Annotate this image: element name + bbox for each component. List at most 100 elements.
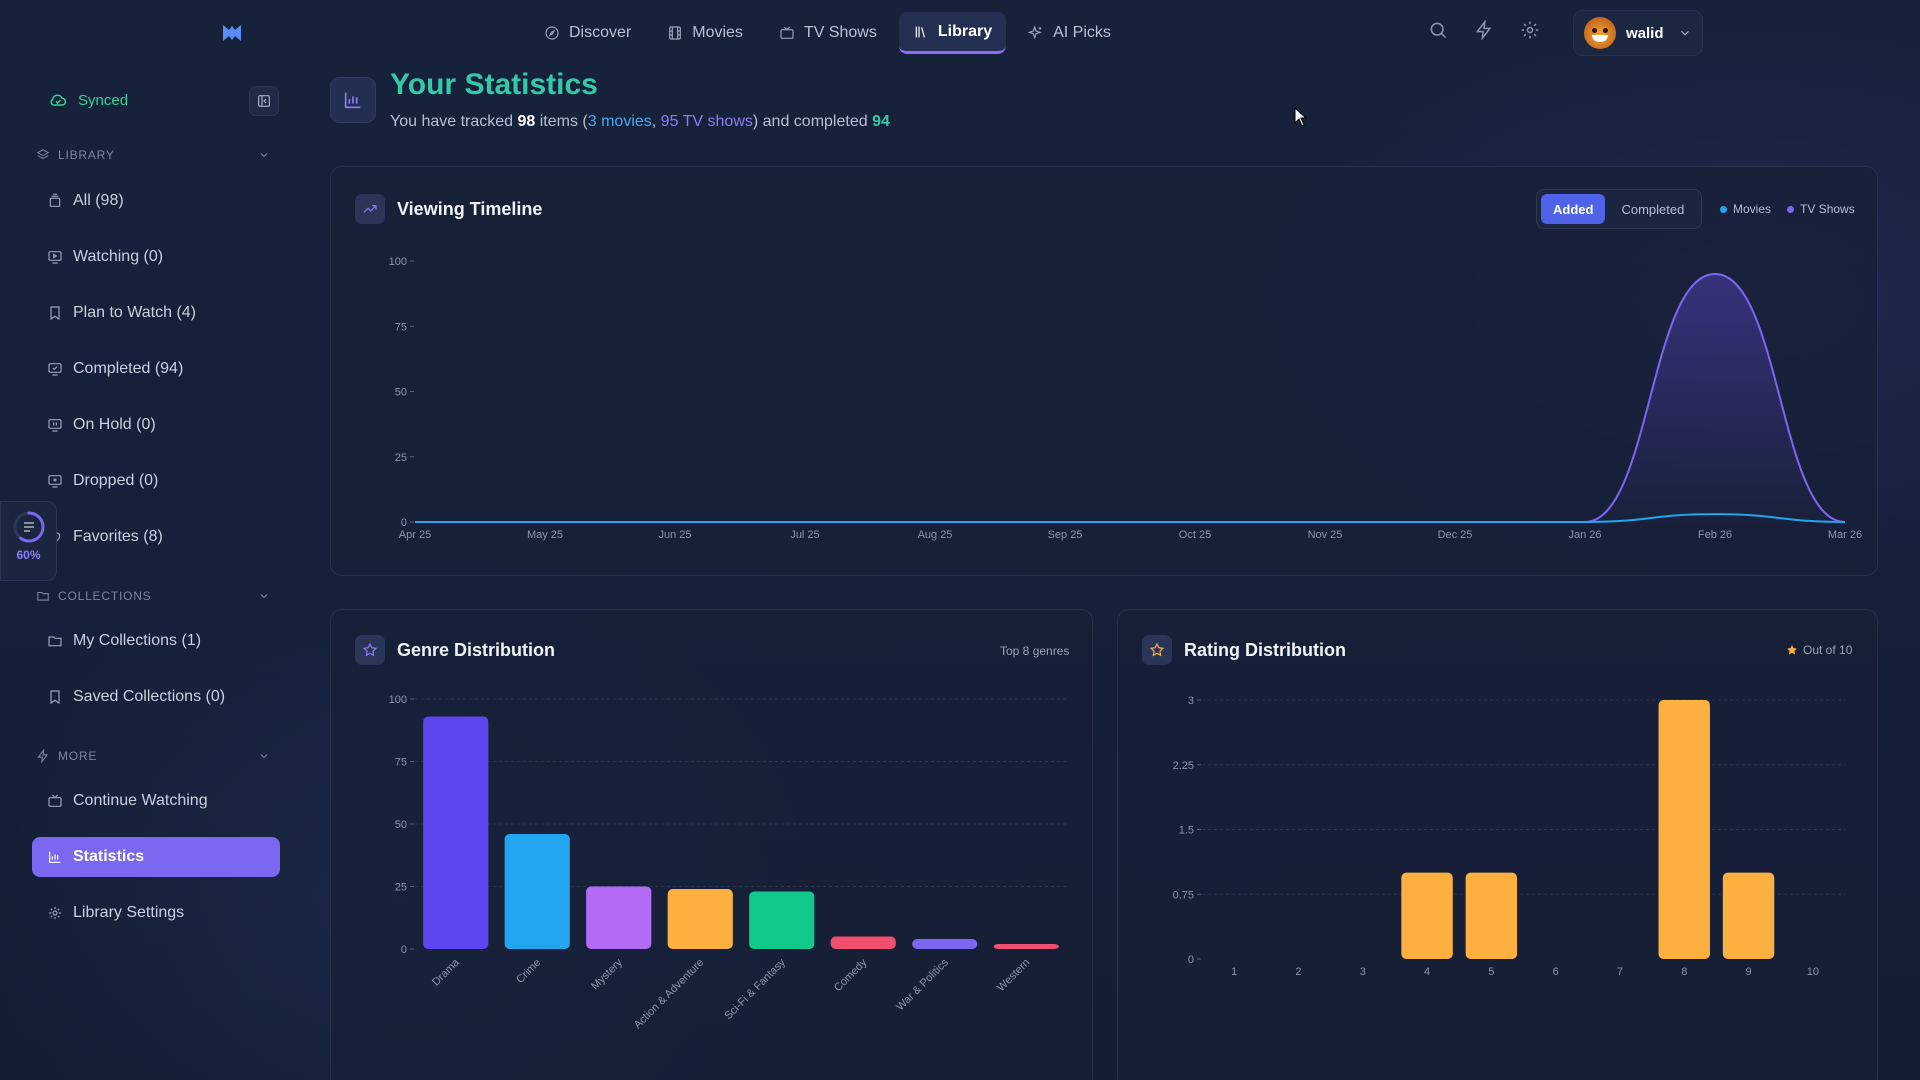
rating-distribution-card [1117,609,1878,1080]
monitor-check-icon [48,363,62,376]
sidebar-item-all[interactable]: All (98) [32,181,280,221]
tv-icon [48,794,62,807]
stack-icon [49,193,61,207]
nav-tab-movies[interactable]: Movies [653,12,757,54]
user-name: walid [1626,24,1664,42]
film-icon [669,26,682,40]
nav-tab-library[interactable]: Library [898,12,1007,54]
sidebar-item-continue-watching[interactable]: Continue Watching [32,781,280,821]
subtitle-text: ) and completed [752,113,873,130]
search-icon[interactable] [1428,20,1448,40]
sidebar-item-label: On Hold (0) [73,416,156,433]
main-nav-tabs: Discover Movies TV Shows Library AI Pick… [530,12,1125,54]
chevron-down-icon [1681,30,1689,36]
sync-status: Synced [48,90,128,110]
legend-label: Movies [1733,202,1772,216]
compass-icon [545,26,559,40]
subtitle-text: You have tracked [390,113,518,130]
layers-icon [36,149,50,160]
monitor-x-icon [48,475,62,488]
sparkles-icon [1028,25,1042,40]
nav-tab-label: TV Shows [803,24,877,41]
toggle-added[interactable]: Added [1541,194,1606,224]
sidebar-item-completed[interactable]: Completed (94) [32,349,280,389]
sidebar-item-label: All (98) [73,192,124,209]
section-label: MORE [58,749,98,763]
sidebar-item-label: Watching (0) [73,248,164,265]
section-header-more[interactable]: MORE [36,749,270,763]
chevron-down-icon [260,153,268,158]
sidebar-collapse-icon [258,95,270,107]
total-count: 98 [517,113,536,130]
legend-label: TV Shows [1800,202,1855,216]
star-filled-icon [1787,645,1797,655]
toggle-completed[interactable]: Completed [1621,201,1685,217]
tv-shows-count-link[interactable]: 95 TV shows [660,113,753,130]
sidebar-item-saved-collections[interactable]: Saved Collections (0) [32,677,280,717]
nav-tab-tv-shows[interactable]: TV Shows [765,12,891,54]
legend-dot [1787,205,1795,213]
chevron-down-icon [260,754,268,759]
section-header-library[interactable]: LIBRARY [36,148,270,162]
app-logo-icon[interactable] [221,22,243,44]
monitor-play-icon [48,251,62,264]
rating-title: Rating Distribution [1184,640,1346,660]
nav-tab-discover[interactable]: Discover [530,12,645,54]
bookmark-icon [50,306,60,321]
legend-item-movies[interactable]: Movies [1720,202,1771,216]
genre-card-icon [355,635,385,665]
rating-note-label: Out of 10 [1803,643,1853,657]
statistics-header-icon [330,77,376,123]
top-action-icons [1428,20,1540,40]
page-title: Your Statistics [390,68,598,101]
sidebar-item-dropped[interactable]: Dropped (0) [32,461,280,501]
chevron-down-icon [260,594,268,599]
timeline-mode-toggle: Added Completed [1536,189,1702,229]
sidebar-item-library-settings[interactable]: Library Settings [32,893,280,933]
genre-title: Genre Distribution [397,640,556,660]
sidebar-item-label: Saved Collections (0) [73,688,226,705]
sidebar-item-statistics[interactable]: Statistics [32,837,280,877]
sidebar-item-label: My Collections (1) [73,632,202,649]
sidebar-item-label: Statistics [73,848,145,865]
nav-tab-ai-picks[interactable]: AI Picks [1014,12,1125,54]
nav-tab-label: Movies [692,24,743,41]
monitor-pause-icon [48,419,62,432]
legend-item-tv-shows[interactable]: TV Shows [1787,202,1855,216]
timeline-title: Viewing Timeline [397,199,543,219]
trending-up-icon [363,205,377,213]
bookmark-icon [50,690,60,705]
sidebar: Synced LIBRARY All (98) Watching (0) Pla… [0,66,300,1080]
bar-chart-icon [344,92,361,109]
progress-widget[interactable]: 60% [0,501,57,581]
sidebar-item-label: Dropped (0) [73,472,159,489]
sync-label: Synced [78,91,129,109]
section-header-collections[interactable]: COLLECTIONS [36,589,270,603]
folder-icon [48,636,62,647]
gear-icon[interactable] [1520,20,1540,40]
top-navigation-bar: Discover Movies TV Shows Library AI Pick… [0,0,1920,66]
collapse-sidebar-button[interactable] [249,86,279,116]
lightning-icon[interactable] [1474,20,1494,40]
subtitle-text: , [651,113,661,130]
genre-distribution-card [330,609,1093,1080]
sidebar-item-watching[interactable]: Watching (0) [32,237,280,277]
legend-dot [1720,205,1727,213]
timeline-legend: Movies TV Shows [1720,202,1855,216]
lightning-icon [37,749,49,763]
subtitle-text: items ( [535,113,588,130]
sidebar-item-plan-to-watch[interactable]: Plan to Watch (4) [32,293,280,333]
timeline-card-icon [355,194,385,224]
movies-count-link[interactable]: 3 movies [587,113,652,130]
sidebar-item-favorites[interactable]: Favorites (8) [32,517,280,557]
nav-tab-label: Discover [569,24,632,41]
sidebar-item-label: Completed (94) [73,360,184,377]
star-icon [362,642,378,657]
rating-card-icon [1142,635,1172,665]
nav-tab-label: AI Picks [1053,24,1111,41]
sidebar-item-my-collections[interactable]: My Collections (1) [32,621,280,661]
progress-percent: 60% [16,548,41,562]
user-menu-button[interactable]: walid [1573,10,1703,56]
bar-chart-icon [49,851,61,863]
sidebar-item-on-hold[interactable]: On Hold (0) [32,405,280,445]
